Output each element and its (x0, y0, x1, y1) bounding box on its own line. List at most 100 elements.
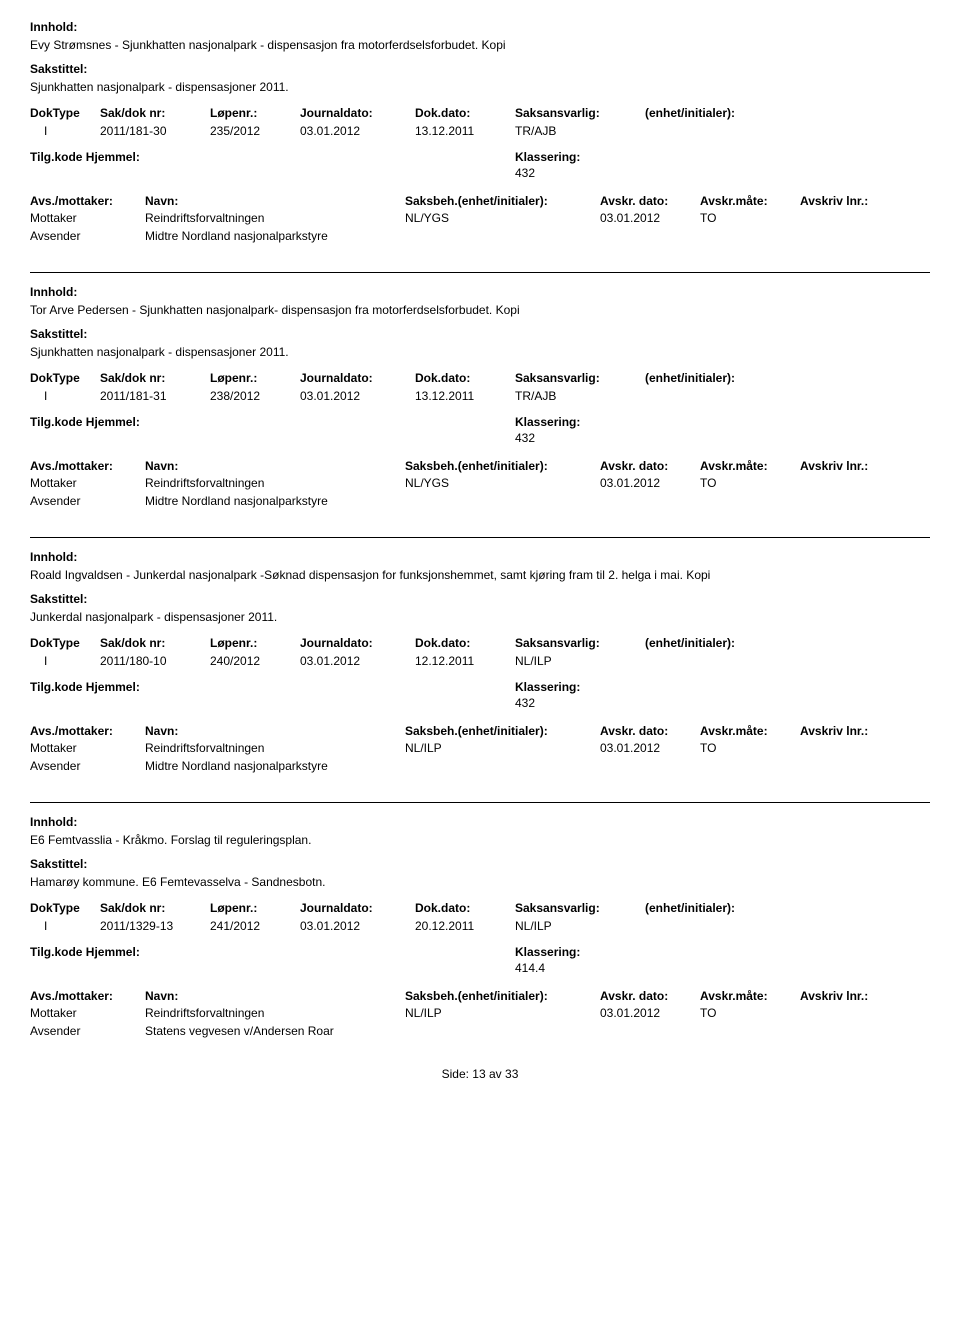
party-avlnr (800, 758, 900, 774)
party-row: Avsender Midtre Nordland nasjonalparksty… (30, 758, 930, 774)
lopenr-value: 240/2012 (210, 652, 300, 670)
klassering-value: 432 (515, 166, 580, 180)
dokdato-value: 13.12.2011 (415, 122, 515, 140)
klassering-label: Klassering: (515, 680, 580, 694)
party-avlnr (800, 1005, 900, 1021)
party-navn: Reindriftsforvaltningen (145, 210, 405, 226)
doc-data-row: I 2011/180-10 240/2012 03.01.2012 12.12.… (30, 652, 930, 670)
party-role: Avsender (30, 758, 145, 774)
parties-block: Avs./mottaker: Navn: Saksbeh.(enhet/init… (30, 194, 930, 244)
avskriv-lnr-header: Avskriv lnr.: (800, 194, 900, 208)
klassering-block: Klassering: 432 (515, 680, 580, 710)
tilg-row: Tilg.kode Hjemmel: Klassering: 432 (30, 680, 930, 710)
party-row: Mottaker Reindriftsforvaltningen NL/ILP … (30, 1005, 930, 1021)
dokdato-header: Dok.dato: (415, 369, 515, 387)
party-role: Avsender (30, 493, 145, 509)
navn-header: Navn: (145, 989, 405, 1003)
avskr-dato-header: Avskr. dato: (600, 989, 700, 1003)
journal-record: Innhold: E6 Femtvasslia - Kråkmo. Forsla… (30, 815, 930, 1039)
saksbeh-label: Saksbeh. (405, 194, 458, 208)
party-row: Mottaker Reindriftsforvaltningen NL/ILP … (30, 740, 930, 756)
journaldato-header: Journaldato: (300, 369, 415, 387)
party-row: Mottaker Reindriftsforvaltningen NL/YGS … (30, 475, 930, 491)
tilg-hjemmel-label: Tilg.kode Hjemmel: (30, 415, 325, 445)
party-avlnr (800, 1023, 900, 1039)
innhold-text: E6 Femtvasslia - Kråkmo. Forslag til reg… (30, 833, 930, 847)
tilgkode-label: Tilg.kode (30, 945, 82, 959)
avskriv-lnr-header: Avskriv lnr.: (800, 459, 900, 473)
doktype-header: DokType (30, 104, 100, 122)
saksbeh-header: Saksbeh.(enhet/initialer): (405, 989, 600, 1003)
journaldato-value: 03.01.2012 (300, 387, 415, 405)
party-avdato: 03.01.2012 (600, 740, 700, 756)
sakdok-value: 2011/181-30 (100, 122, 210, 140)
innhold-label: Innhold: (30, 285, 930, 299)
party-navn: Reindriftsforvaltningen (145, 740, 405, 756)
page-number: 13 (472, 1067, 485, 1081)
party-avdato (600, 493, 700, 509)
doc-header-row: DokType Sak/dok nr: Løpenr.: Journaldato… (30, 369, 930, 387)
parties-block: Avs./mottaker: Navn: Saksbeh.(enhet/init… (30, 989, 930, 1039)
klassering-block: Klassering: 432 (515, 415, 580, 445)
party-avdato: 03.01.2012 (600, 210, 700, 226)
sakdok-header: Sak/dok nr: (100, 104, 210, 122)
enhet-value (645, 122, 795, 140)
sakstittel-label: Sakstittel: (30, 857, 930, 871)
hjemmel-label: Hjemmel: (86, 415, 140, 429)
parties-block: Avs./mottaker: Navn: Saksbeh.(enhet/init… (30, 459, 930, 509)
avsmottaker-header: Avs./mottaker: (30, 724, 145, 738)
saksbeh-label: Saksbeh. (405, 459, 458, 473)
party-navn: Midtre Nordland nasjonalparkstyre (145, 758, 405, 774)
enhet-header: (enhet/initialer): (645, 369, 795, 387)
klassering-label: Klassering: (515, 150, 580, 164)
dokdato-header: Dok.dato: (415, 899, 515, 917)
party-avmate: TO (700, 1005, 800, 1021)
avsmottaker-header: Avs./mottaker: (30, 989, 145, 1003)
saksbeh-label: Saksbeh. (405, 724, 458, 738)
saksansv-header: Saksansvarlig: (515, 899, 645, 917)
party-role: Mottaker (30, 210, 145, 226)
party-avlnr (800, 475, 900, 491)
lopenr-header: Løpenr.: (210, 369, 300, 387)
party-saksbeh: NL/ILP (405, 740, 600, 756)
lopenr-value: 235/2012 (210, 122, 300, 140)
avskr-dato-header: Avskr. dato: (600, 724, 700, 738)
party-role: Mottaker (30, 740, 145, 756)
avskr-dato-header: Avskr. dato: (600, 194, 700, 208)
enhet-value (645, 917, 795, 935)
hjemmel-label: Hjemmel: (86, 945, 140, 959)
saksbeh-header: Saksbeh.(enhet/initialer): (405, 459, 600, 473)
parties-header: Avs./mottaker: Navn: Saksbeh.(enhet/init… (30, 194, 930, 208)
klassering-label: Klassering: (515, 415, 580, 429)
sakstittel-text: Sjunkhatten nasjonalpark - dispensasjone… (30, 345, 930, 359)
tilg-row: Tilg.kode Hjemmel: Klassering: 414.4 (30, 945, 930, 975)
sakdok-header: Sak/dok nr: (100, 369, 210, 387)
page-footer: Side: 13 av 33 (30, 1067, 930, 1081)
total-pages: 33 (505, 1067, 518, 1081)
parties-header: Avs./mottaker: Navn: Saksbeh.(enhet/init… (30, 459, 930, 473)
tilg-hjemmel-label: Tilg.kode Hjemmel: (30, 680, 325, 710)
party-navn: Statens vegvesen v/Andersen Roar (145, 1023, 405, 1039)
saksbeh-enhet-label: (enhet/initialer): (458, 459, 548, 473)
doktype-value: I (30, 917, 100, 935)
tilg-hjemmel-label: Tilg.kode Hjemmel: (30, 150, 325, 180)
saksbeh-enhet-label: (enhet/initialer): (458, 989, 548, 1003)
journaldato-header: Journaldato: (300, 899, 415, 917)
party-avdato (600, 1023, 700, 1039)
party-avlnr (800, 228, 900, 244)
saksbeh-header: Saksbeh.(enhet/initialer): (405, 194, 600, 208)
dokdato-value: 20.12.2011 (415, 917, 515, 935)
avskr-dato-header: Avskr. dato: (600, 459, 700, 473)
avskriv-lnr-header: Avskriv lnr.: (800, 989, 900, 1003)
avskr-mate-header: Avskr.måte: (700, 459, 800, 473)
dokdato-value: 12.12.2011 (415, 652, 515, 670)
party-avdato: 03.01.2012 (600, 1005, 700, 1021)
enhet-header: (enhet/initialer): (645, 899, 795, 917)
sakstittel-text: Junkerdal nasjonalpark - dispensasjoner … (30, 610, 930, 624)
avskr-mate-header: Avskr.måte: (700, 724, 800, 738)
party-saksbeh: NL/YGS (405, 475, 600, 491)
journal-record: Innhold: Roald Ingvaldsen - Junkerdal na… (30, 550, 930, 774)
doc-header-row: DokType Sak/dok nr: Løpenr.: Journaldato… (30, 634, 930, 652)
journaldato-value: 03.01.2012 (300, 122, 415, 140)
saksansv-value: TR/AJB (515, 387, 645, 405)
